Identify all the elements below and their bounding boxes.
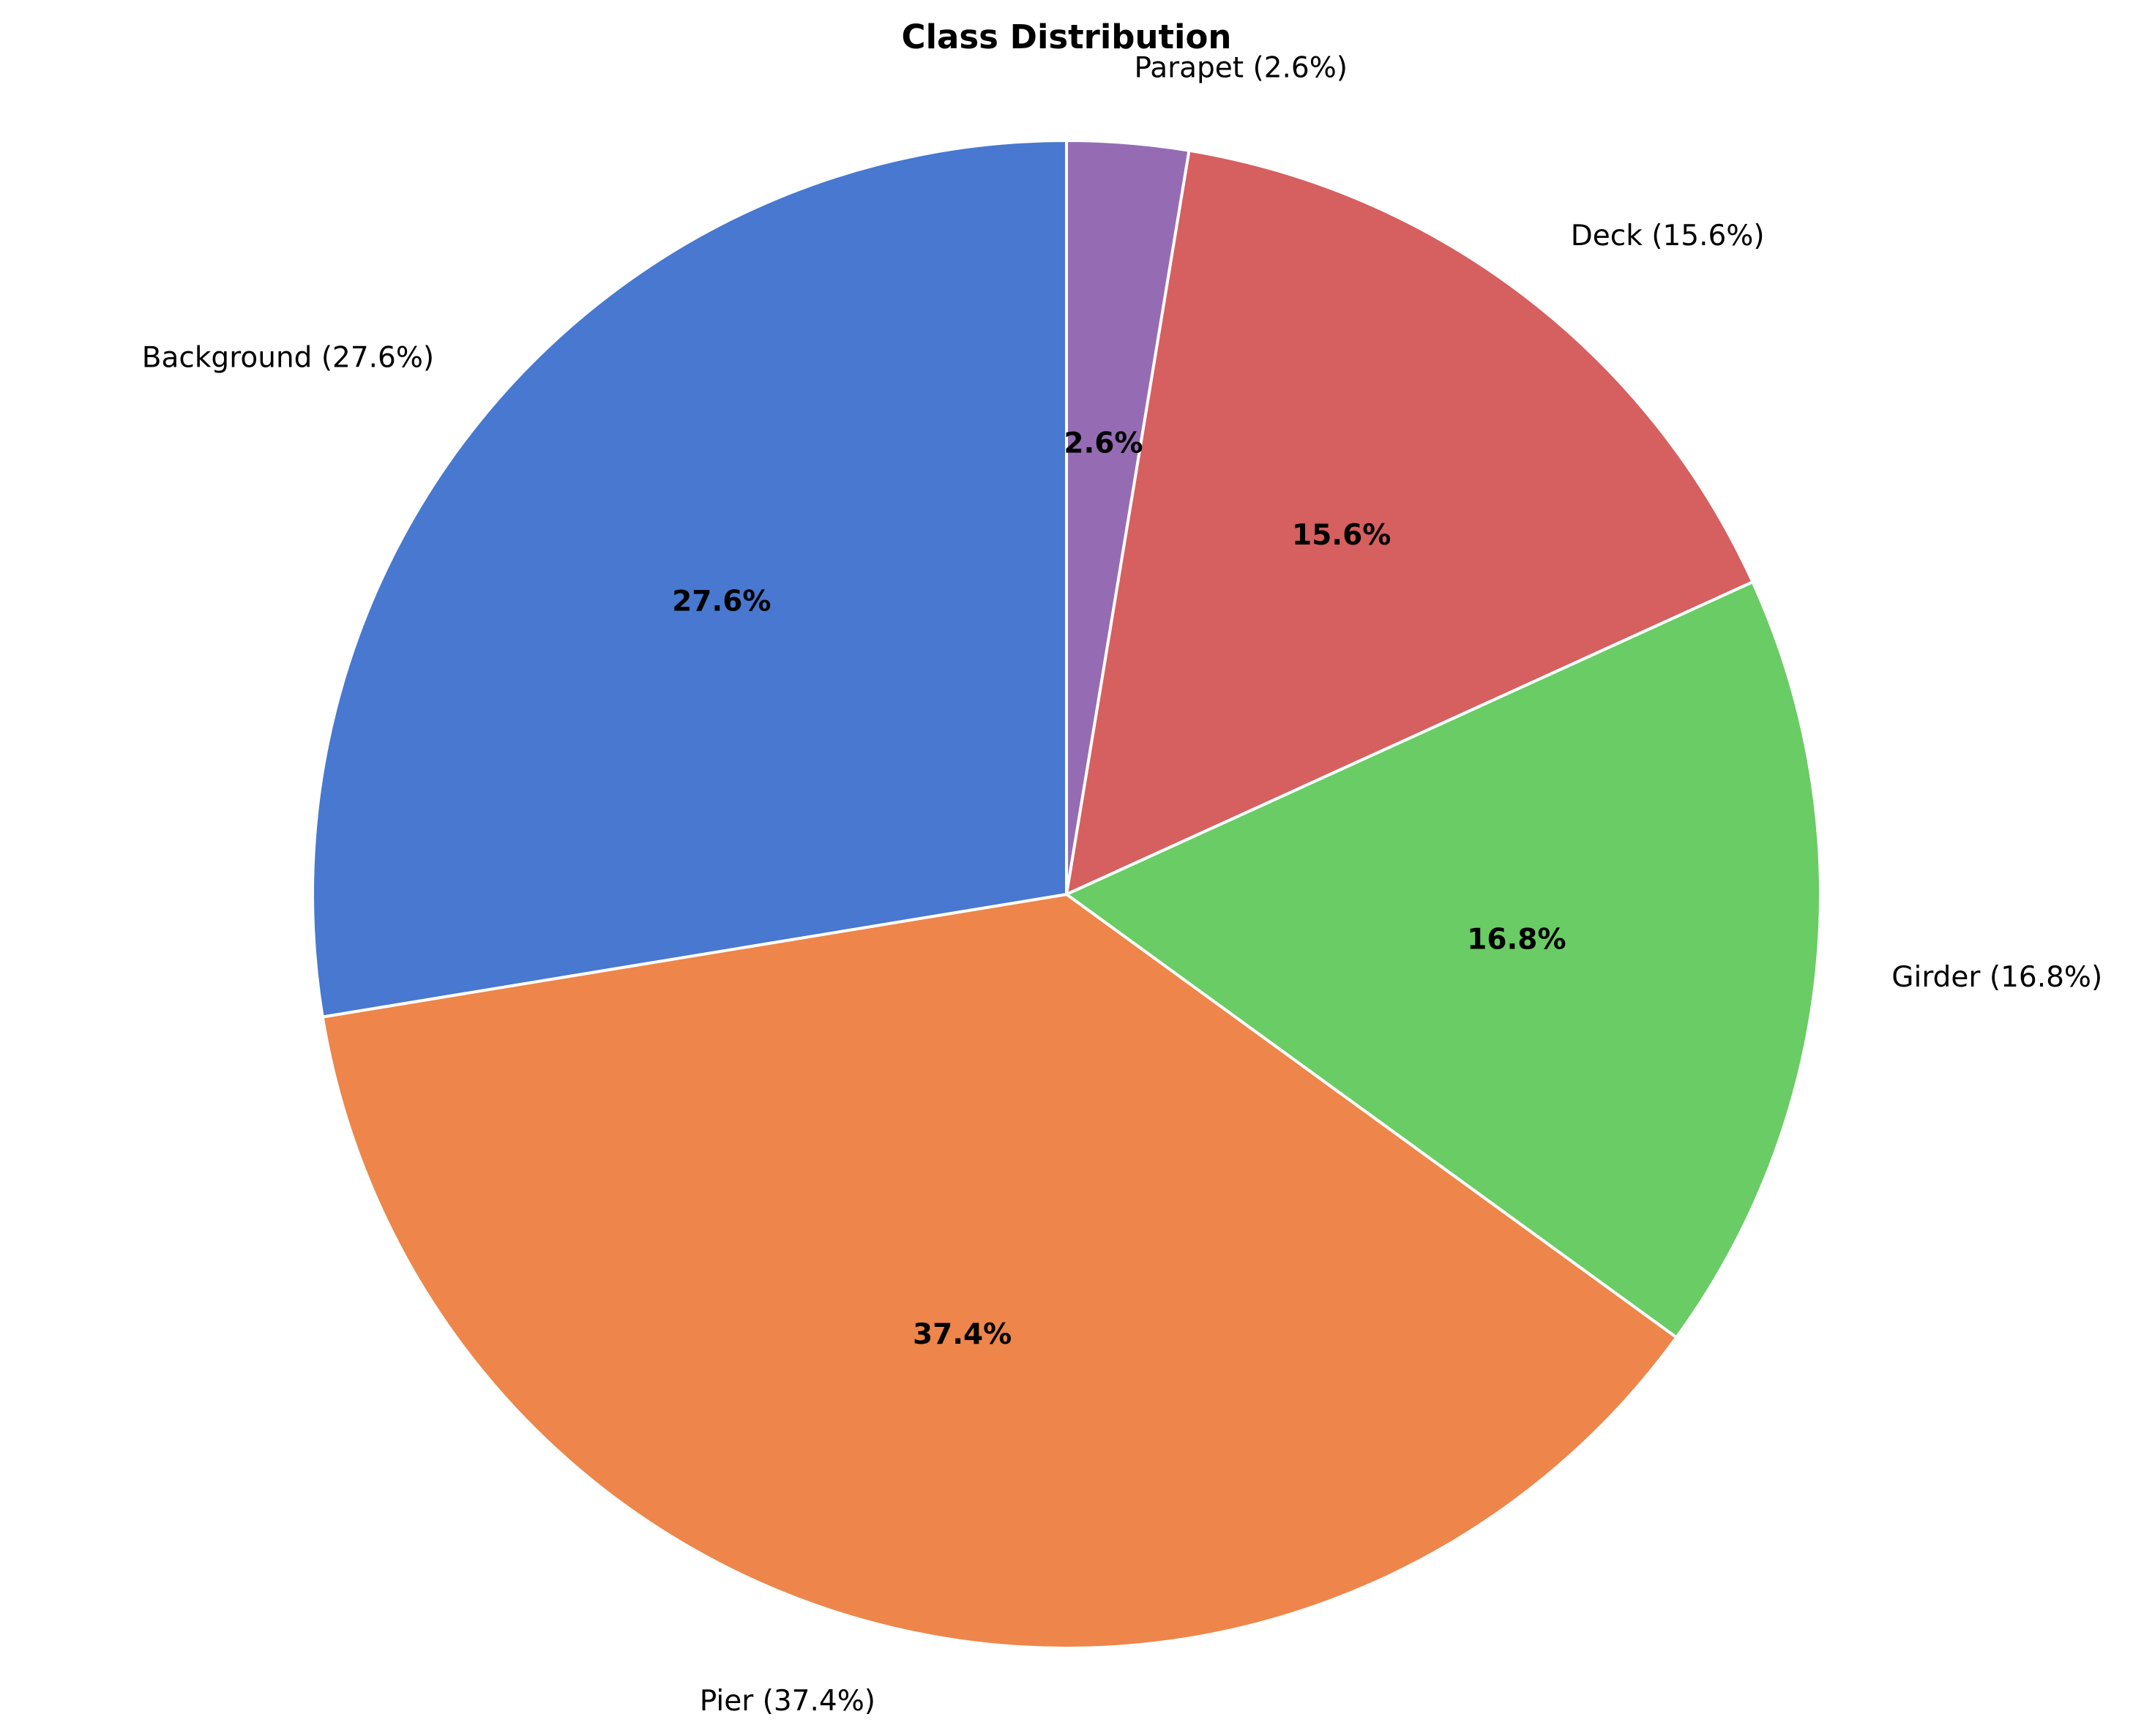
pie-slice-label: Girder (16.8%) (1891, 961, 2102, 994)
slices-layer (311, 139, 1822, 1650)
pie-slice-girder (1065, 580, 1822, 1339)
pie-percent-label: 27.6% (672, 585, 771, 618)
pie-percent-label: 2.6% (1064, 427, 1143, 460)
pie-slice-label: Deck (15.6%) (1571, 220, 1765, 252)
pie-slice-deck (1065, 149, 1755, 896)
pie-percent-label: 15.6% (1292, 519, 1391, 552)
pie-slice-label: Parapet (2.6%) (1134, 51, 1348, 84)
pie-percent-label: 37.4% (913, 1318, 1012, 1351)
slice-labels-layer: Parapet (2.6%) Deck (15.6%) Girder (16.8%)… (142, 51, 2102, 1718)
pie-slice-background (311, 139, 1068, 1019)
pie-slice-label: Background (27.6%) (142, 341, 434, 374)
pie-slice-label: Pier (37.4%) (700, 1685, 875, 1718)
pie-slice-pier (321, 893, 1678, 1650)
percent-labels-layer: 2.6% 15.6% 16.8% 37.4% 27.6% (672, 427, 1566, 1351)
pie-percent-label: 16.8% (1467, 924, 1566, 957)
chart-title: Class Distribution (902, 18, 1232, 56)
